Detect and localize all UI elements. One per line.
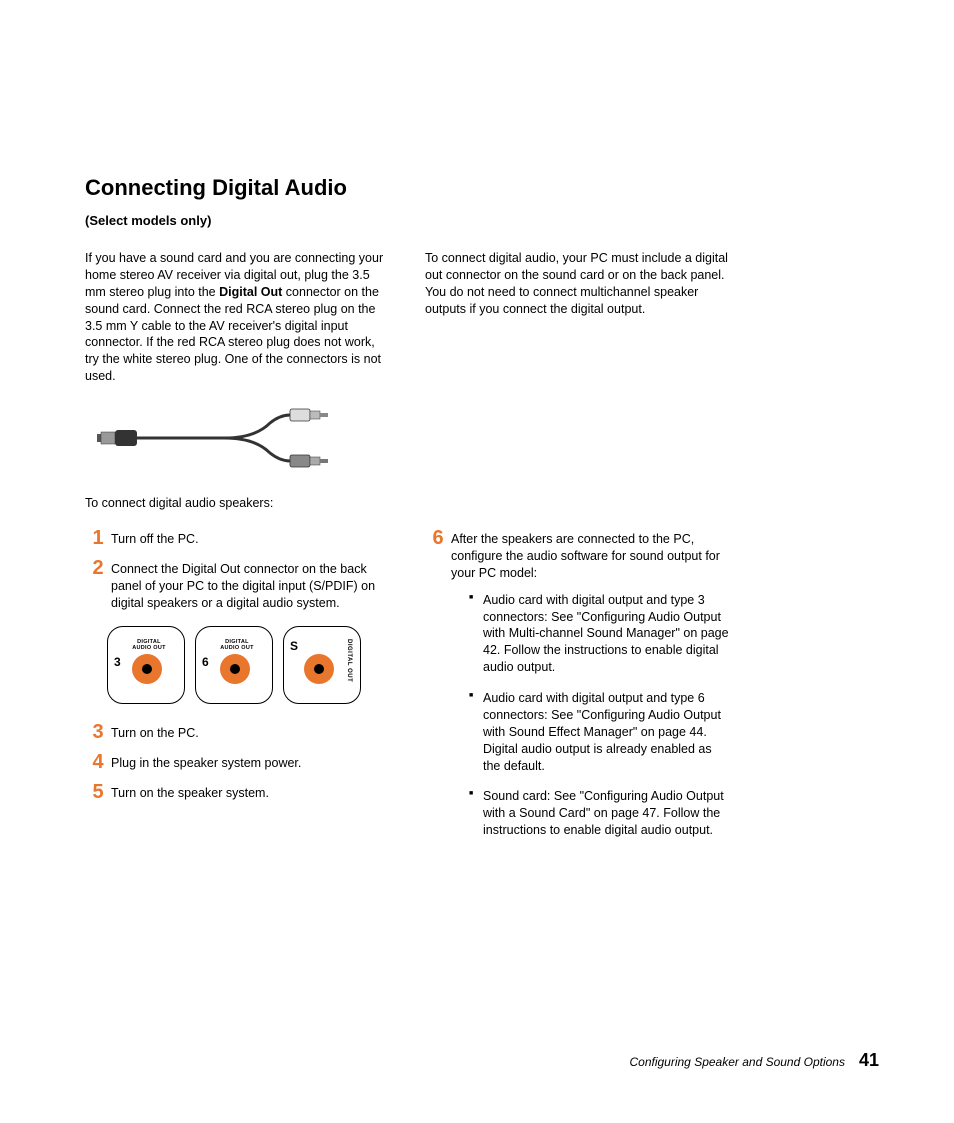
step6-bullets: Audio card with digital output and type …	[469, 592, 730, 839]
step-text: Turn off the PC.	[111, 528, 199, 548]
step-number: 2	[85, 558, 111, 578]
intro-left-post: connector on the sound card. Connect the…	[85, 285, 381, 383]
connector-num: 6	[202, 655, 209, 669]
steps-left-column: 1 Turn off the PC. 2 Connect the Digital…	[85, 528, 390, 812]
step-6: 6 After the speakers are connected to th…	[425, 528, 730, 853]
page-footer: Configuring Speaker and Sound Options 41	[629, 1050, 879, 1071]
page-content: Connecting Digital Audio (Select models …	[85, 175, 880, 863]
step-number: 4	[85, 752, 111, 772]
connector-label: DIGITALAUDIO OUT	[212, 639, 262, 651]
step-1: 1 Turn off the PC.	[85, 528, 390, 548]
jack-icon	[304, 654, 334, 684]
step-number: 1	[85, 528, 111, 548]
bullet-item: Audio card with digital output and type …	[469, 690, 730, 774]
steps-right-column: 6 After the speakers are connected to th…	[425, 528, 730, 863]
bullet-item: Audio card with digital output and type …	[469, 592, 730, 676]
step-text: After the speakers are connected to the …	[451, 528, 730, 853]
connector-label: DIGITAL OUT	[345, 639, 352, 682]
connector-label: DIGITALAUDIO OUT	[124, 639, 174, 651]
step-number: 3	[85, 722, 111, 742]
step-4: 4 Plug in the speaker system power.	[85, 752, 390, 772]
intro-right: To connect digital audio, your PC must i…	[425, 250, 730, 385]
y-cable-figure	[95, 403, 880, 478]
step-2: 2 Connect the Digital Out connector on t…	[85, 558, 390, 612]
lead-in-text: To connect digital audio speakers:	[85, 496, 880, 510]
step-5: 5 Turn on the speaker system.	[85, 782, 390, 802]
step-number: 6	[425, 528, 451, 548]
intro-left-bold: Digital Out	[219, 285, 282, 299]
step-text: Turn on the speaker system.	[111, 782, 269, 802]
connector-diagram: 3 DIGITALAUDIO OUT 6 DIGITALAUDIO OUT S …	[107, 626, 390, 704]
intro-left: If you have a sound card and you are con…	[85, 250, 390, 385]
step6-intro: After the speakers are connected to the …	[451, 532, 720, 580]
step-text: Turn on the PC.	[111, 722, 199, 742]
jack-icon	[220, 654, 250, 684]
connector-type-s: S DIGITAL OUT	[283, 626, 361, 704]
bullet-item: Sound card: See "Configuring Audio Outpu…	[469, 788, 730, 839]
connector-num: 3	[114, 655, 121, 669]
step-text: Connect the Digital Out connector on the…	[111, 558, 390, 612]
connector-type-6: 6 DIGITALAUDIO OUT	[195, 626, 273, 704]
connector-type-3: 3 DIGITALAUDIO OUT	[107, 626, 185, 704]
jack-icon	[132, 654, 162, 684]
page-title: Connecting Digital Audio	[85, 175, 880, 201]
footer-section-title: Configuring Speaker and Sound Options	[629, 1055, 844, 1069]
page-subhead: (Select models only)	[85, 213, 880, 228]
connector-num: S	[290, 639, 298, 653]
step-text: Plug in the speaker system power.	[111, 752, 301, 772]
page-number: 41	[859, 1050, 879, 1071]
intro-columns: If you have a sound card and you are con…	[85, 250, 880, 385]
steps-row: 1 Turn off the PC. 2 Connect the Digital…	[85, 528, 880, 863]
step-number: 5	[85, 782, 111, 802]
step-3: 3 Turn on the PC.	[85, 722, 390, 742]
